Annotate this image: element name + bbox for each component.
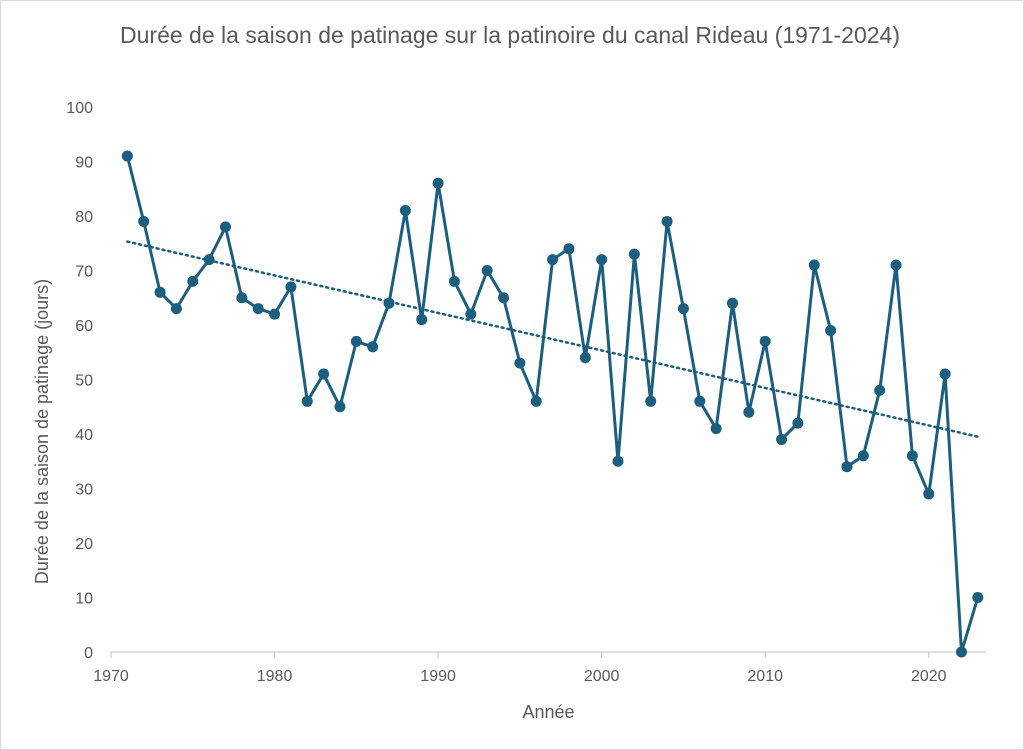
y-tick-label: 60	[75, 318, 93, 335]
data-point	[955, 646, 967, 658]
data-point	[612, 455, 624, 467]
y-axis-title: Durée de la saison de patinage (jours)	[32, 279, 52, 584]
data-point	[743, 406, 755, 418]
data-point	[808, 259, 820, 271]
y-tick-label: 0	[84, 645, 93, 662]
data-point	[252, 303, 264, 315]
data-point	[759, 335, 771, 347]
data-point	[596, 254, 608, 266]
series-line	[125, 155, 980, 654]
data-point	[383, 297, 395, 309]
x-axis-title: Année	[522, 702, 574, 722]
y-tick-label: 20	[75, 536, 93, 553]
data-point	[923, 488, 935, 500]
data-point	[726, 297, 738, 309]
data-point	[677, 303, 689, 315]
y-tick-label: 80	[75, 209, 93, 226]
data-point	[465, 308, 477, 320]
data-point	[481, 265, 493, 276]
data-point	[694, 395, 706, 407]
data-point	[416, 314, 428, 326]
data-point	[628, 248, 640, 260]
x-tick-label: 2020	[911, 668, 947, 685]
x-tick-label: 2010	[747, 668, 783, 685]
data-point	[219, 221, 231, 233]
data-point	[792, 417, 804, 429]
data-point	[170, 303, 182, 315]
y-tick-label: 50	[75, 373, 93, 390]
trendline	[126, 240, 980, 438]
data-point	[154, 286, 166, 298]
data-point	[514, 357, 526, 369]
data-point	[301, 395, 313, 407]
data-point	[710, 423, 722, 435]
y-tick-label: 10	[75, 591, 93, 608]
series-group	[121, 150, 984, 658]
data-point	[661, 215, 673, 227]
data-point	[939, 368, 951, 380]
data-point	[841, 461, 853, 473]
data-point	[399, 205, 411, 217]
data-point	[448, 275, 460, 287]
data-point	[874, 384, 886, 396]
data-point	[334, 401, 346, 413]
data-point	[825, 324, 837, 336]
data-point	[547, 254, 559, 266]
data-point	[285, 281, 297, 293]
y-tick-label: 100	[66, 100, 93, 117]
data-point	[563, 243, 575, 255]
data-point	[269, 308, 281, 320]
data-point	[203, 254, 215, 266]
data-point	[367, 341, 379, 353]
x-tick-label: 1970	[93, 668, 129, 685]
data-point	[236, 292, 248, 304]
trendline-group	[126, 240, 980, 438]
data-point	[776, 433, 788, 445]
y-tick-label: 40	[75, 427, 93, 444]
data-point	[187, 275, 199, 287]
y-tick-label: 30	[75, 482, 93, 499]
data-point	[972, 592, 984, 603]
chart-title: Durée de la saison de patinage sur la pa…	[120, 22, 900, 48]
data-point	[350, 335, 362, 347]
y-tick-label: 90	[75, 155, 93, 172]
data-point	[138, 215, 150, 227]
y-tick-label: 70	[75, 264, 93, 281]
data-point	[121, 150, 133, 162]
data-point	[432, 177, 444, 189]
data-point	[857, 450, 869, 462]
x-tick-label: 1990	[420, 668, 456, 685]
chart-axes: 0 10 20 30 40 50 60 70 80 90 100 1970 1980 1990 2000 20…	[66, 100, 986, 685]
x-tick-label: 1980	[257, 668, 293, 685]
data-point	[318, 368, 330, 380]
data-point	[530, 395, 542, 407]
data-point	[906, 450, 918, 462]
data-point	[579, 352, 591, 364]
data-point	[890, 259, 902, 271]
x-tick-label: 2000	[584, 668, 620, 685]
data-point	[645, 395, 657, 407]
data-point	[498, 292, 510, 304]
